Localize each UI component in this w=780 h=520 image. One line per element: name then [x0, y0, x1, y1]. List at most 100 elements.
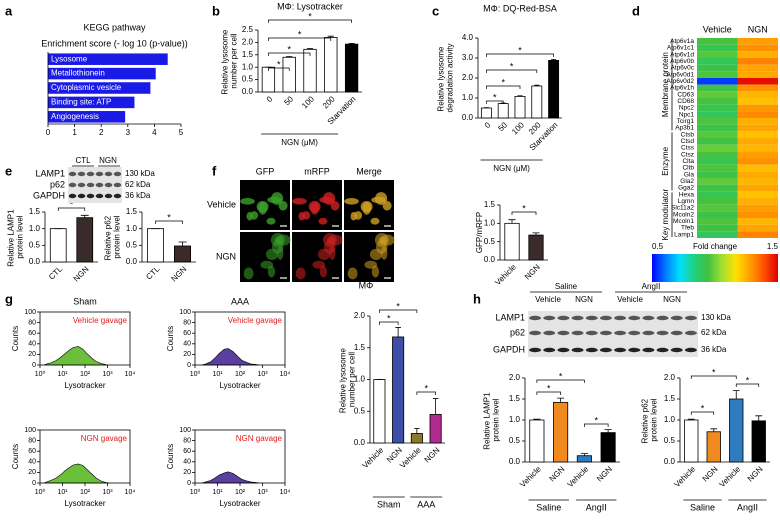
x-tick-label: 50	[282, 94, 295, 107]
band	[529, 315, 542, 321]
x-tick-label: 10⁰	[190, 370, 201, 378]
significance-star: *	[701, 403, 705, 413]
band	[557, 315, 570, 321]
row-label: Ctsd	[681, 138, 695, 145]
band	[628, 330, 641, 336]
y-tick-label: 100	[24, 427, 36, 434]
y-tick-label: 2.0	[664, 373, 676, 382]
panel-label: g	[5, 291, 13, 306]
y-tick-label: 60	[183, 330, 191, 337]
cell	[267, 196, 282, 204]
y-axis-title: Relative lysosome number per cell	[221, 27, 239, 94]
lane-label: NGN	[99, 156, 117, 165]
error-bar	[557, 397, 565, 403]
y-tick-label: 0	[187, 362, 191, 369]
panel-label: b	[212, 3, 220, 18]
x-tick-label: 0	[483, 120, 493, 130]
significance-star: *	[493, 92, 497, 102]
row-label: Lgmn	[678, 198, 695, 205]
x-tick-label: 10¹	[57, 489, 68, 496]
group-label: Sham	[377, 499, 401, 509]
row-label: Atp6v1d	[670, 51, 694, 58]
cell	[374, 232, 389, 247]
heat-cell	[697, 158, 738, 165]
x-tick-label: Vehicle	[518, 464, 543, 489]
band-size: 36 kDa	[125, 191, 151, 200]
error-bar	[533, 418, 541, 420]
cell	[382, 200, 392, 211]
y-tick-label: 40	[28, 459, 36, 466]
significance-bracket	[416, 391, 436, 395]
error-bar	[286, 56, 293, 58]
y-tick-label: 0.0	[664, 457, 676, 466]
error-bar	[534, 84, 540, 86]
x-tick-label: 0	[265, 94, 275, 104]
significance-bracket	[536, 391, 561, 395]
heat-cell	[737, 104, 778, 112]
heat-cell	[737, 211, 778, 218]
row-label: Clta	[682, 158, 694, 165]
bar	[282, 56, 296, 93]
error-bar	[508, 219, 516, 224]
heat-cell	[697, 164, 738, 172]
error-bar	[80, 214, 89, 218]
bar	[504, 222, 520, 261]
heat-cell	[737, 131, 778, 138]
heat-cell	[697, 111, 738, 118]
x-tick-label: 10¹	[57, 371, 68, 378]
y-tick-label: 20	[183, 469, 191, 476]
x-axis-title: Lysotracker	[219, 499, 260, 508]
significance-bracket	[690, 411, 715, 415]
x-tick-label: 10³	[102, 489, 113, 496]
significance-bracket	[268, 19, 352, 23]
heat-cell	[697, 44, 738, 52]
row-label: Tfeb	[681, 225, 694, 232]
x-tick-label: 10³	[257, 371, 268, 378]
cell	[308, 201, 321, 213]
x-tick-label: 50	[496, 120, 509, 133]
significance-bracket	[57, 207, 86, 211]
x-tick-label: 4	[152, 128, 157, 137]
row-label: Lamp1	[674, 231, 694, 238]
row-label: Tcirg1	[677, 118, 695, 125]
y-axis-title: Relative lysosome number per cell	[339, 346, 357, 413]
heat-cell	[737, 111, 778, 118]
y-tick-label: 0.5	[29, 240, 41, 249]
x-tick-label: 10⁰	[35, 370, 46, 378]
heat-cell	[737, 58, 778, 65]
x-axis-title: NGN (μM)	[281, 138, 318, 147]
y-axis-title: Counts	[166, 444, 175, 469]
column-label: NGN	[748, 24, 768, 34]
band	[77, 193, 86, 199]
band-size: 62 kDa	[125, 180, 151, 189]
heat-cell	[737, 218, 778, 225]
cell	[267, 265, 276, 278]
significance-star: *	[70, 199, 74, 209]
heat-cell	[697, 171, 738, 178]
colorbar-min: 0.5	[652, 242, 664, 251]
heat-cell	[697, 51, 738, 58]
error-bar	[306, 47, 314, 50]
bar	[480, 107, 492, 119]
heat-cell	[737, 64, 778, 72]
y-tick-label: 0.5	[664, 436, 676, 445]
row-label: CD63	[677, 91, 694, 98]
y-tick-label: 40	[183, 459, 191, 466]
cell	[270, 232, 285, 247]
band	[68, 182, 77, 188]
heat-cell	[697, 38, 738, 45]
band-label: GAPDH	[33, 190, 65, 200]
heat-cell	[697, 98, 738, 105]
row-label: Ctsz	[681, 151, 694, 158]
cell	[350, 211, 357, 221]
significance-star: *	[298, 29, 302, 39]
row-label: Atp6v1h	[670, 85, 694, 92]
error-bar	[432, 398, 439, 415]
band-label: p62	[50, 179, 65, 189]
x-tick-label: Vehicle	[493, 262, 518, 287]
heat-cell	[697, 78, 738, 85]
group-label: AngII	[586, 502, 607, 512]
significance-star: *	[547, 383, 551, 393]
row-group-label: Key modulator	[661, 189, 670, 241]
significance-star: *	[308, 11, 312, 21]
